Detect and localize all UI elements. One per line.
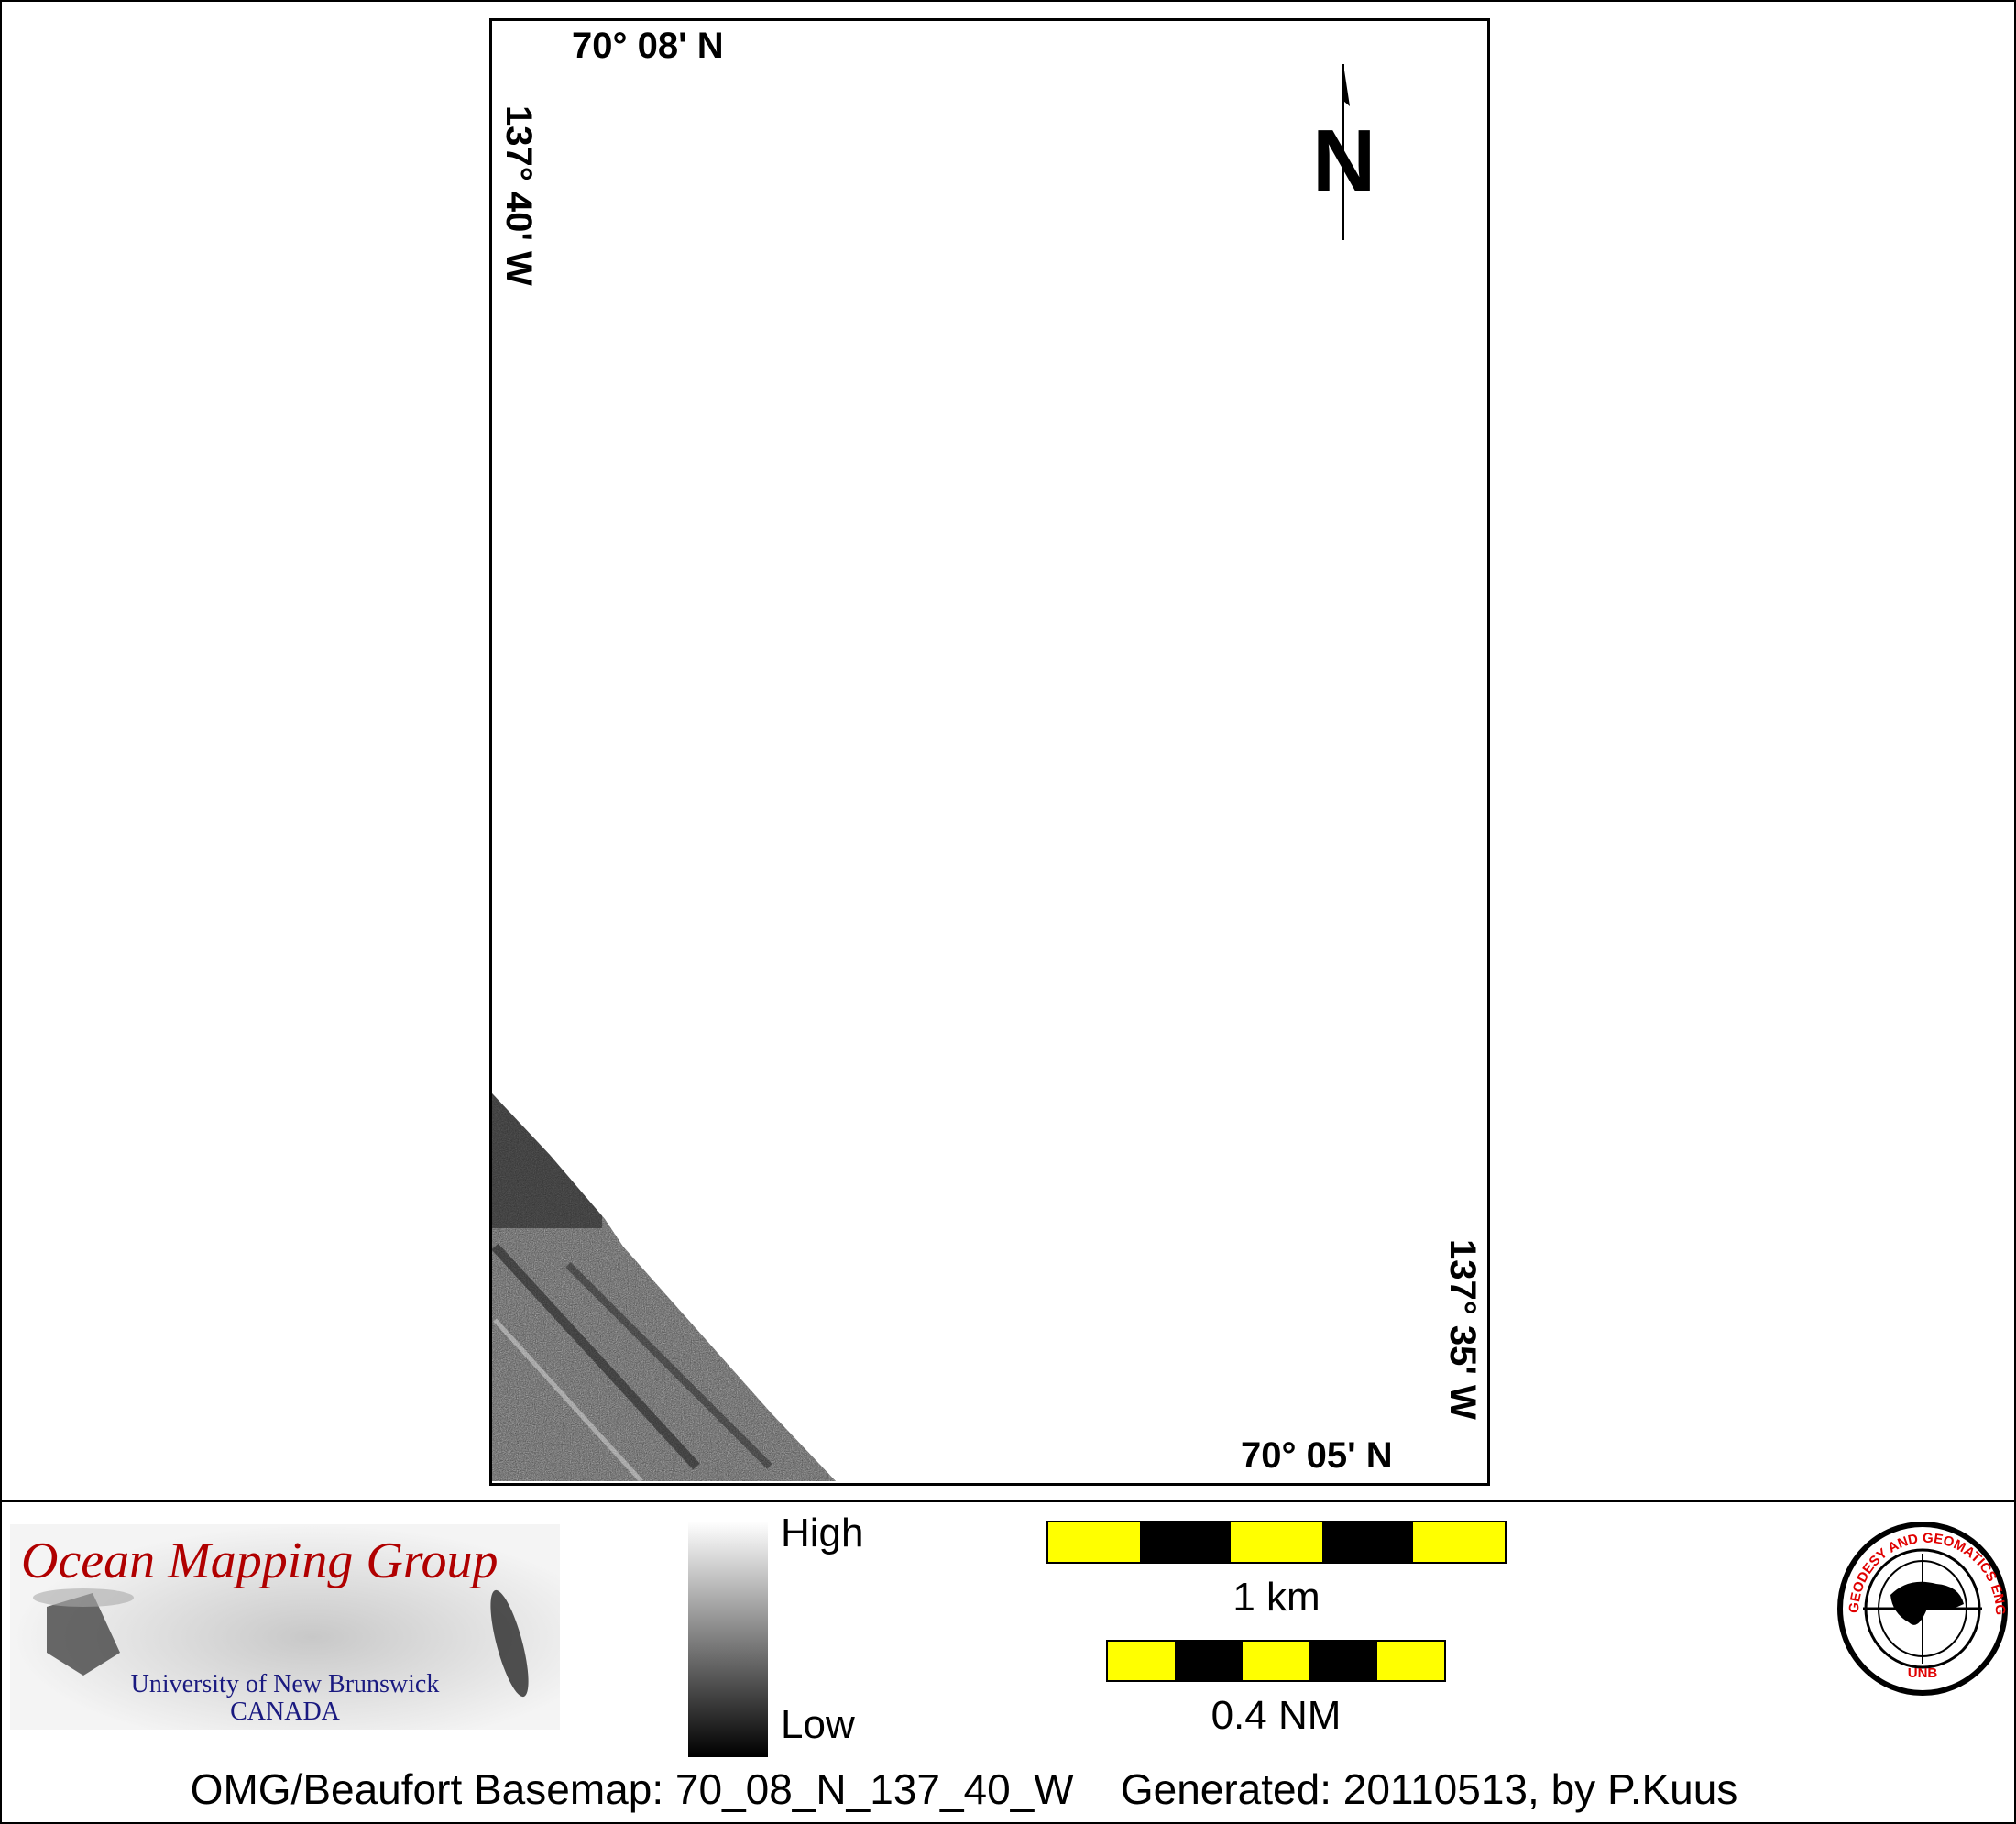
left-longitude-label: 137° 40' W <box>499 105 539 286</box>
colorbar-high-label: High <box>781 1511 864 1555</box>
colorbar <box>688 1522 768 1757</box>
north-arrow-icon <box>1342 64 1350 240</box>
generated-info: Generated: 20110513, by P.Kuus <box>1120 1765 1738 1813</box>
map-frame <box>489 18 1490 1486</box>
bottom-latitude-label: 70° 05' N <box>1241 1435 1393 1476</box>
scale-bar-nm <box>1106 1640 1446 1682</box>
footer: OMG/Beaufort Basemap: 70_08_N_137_40_W G… <box>0 1764 1928 1814</box>
scale-km-label: 1 km <box>1233 1575 1320 1620</box>
scale-bar-km <box>1046 1521 1507 1564</box>
right-longitude-label: 137° 35' W <box>1442 1239 1483 1420</box>
legend-divider <box>0 1500 2016 1502</box>
unb-geodesy-logo: GEODESY AND GEOMATICS ENGINEERING UNB <box>1835 1522 2008 1696</box>
omg-logo-title: Ocean Mapping Group <box>21 1533 499 1589</box>
omg-logo: Ocean Mapping Group University of New Br… <box>10 1524 560 1730</box>
colorbar-low-label: Low <box>781 1702 855 1747</box>
basemap-name: OMG/Beaufort Basemap: 70_08_N_137_40_W <box>190 1765 1074 1813</box>
top-latitude-label: 70° 08' N <box>572 26 724 66</box>
svg-text:UNB: UNB <box>1908 1665 1938 1681</box>
omg-logo-country: CANADA <box>230 1698 340 1726</box>
north-label: N <box>1312 112 1376 210</box>
scale-nm-label: 0.4 NM <box>1211 1693 1342 1738</box>
omg-logo-university: University of New Brunswick <box>130 1670 440 1698</box>
backscatter-mosaic <box>492 1093 836 1481</box>
